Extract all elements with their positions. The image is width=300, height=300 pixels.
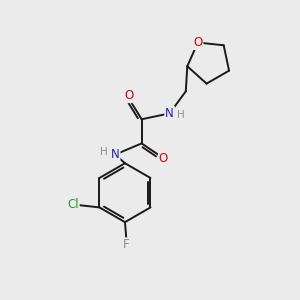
Text: N: N <box>111 148 119 161</box>
Text: H: H <box>177 110 185 120</box>
Text: O: O <box>125 89 134 102</box>
Text: Cl: Cl <box>67 198 79 211</box>
Text: O: O <box>193 36 203 49</box>
Text: O: O <box>159 152 168 165</box>
Text: F: F <box>123 238 130 251</box>
Text: H: H <box>100 147 108 157</box>
Text: N: N <box>165 107 174 120</box>
